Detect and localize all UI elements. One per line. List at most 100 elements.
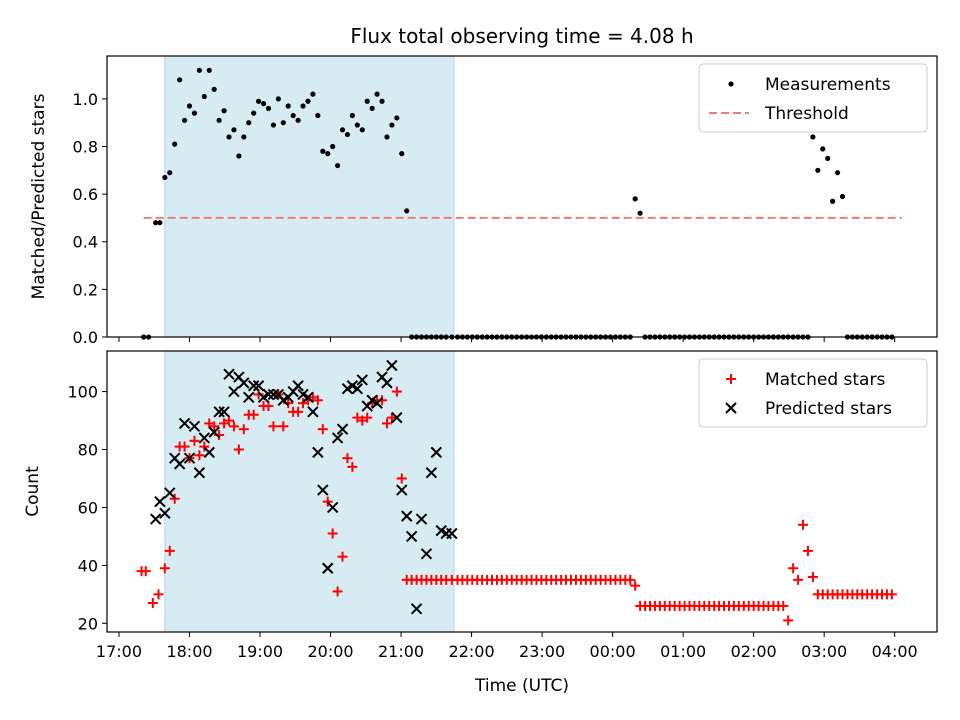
y-tick-label: 0.0 bbox=[73, 328, 98, 347]
data-point bbox=[381, 418, 392, 429]
data-point bbox=[247, 380, 260, 392]
data-point bbox=[332, 586, 343, 597]
data-point bbox=[201, 93, 207, 100]
data-point bbox=[404, 208, 410, 214]
data-point bbox=[267, 388, 280, 401]
data-point bbox=[164, 545, 175, 556]
data-point bbox=[194, 450, 205, 461]
ratio-panel: 0.0 0.2 0.4 0.6 0.8 1.0 Matched/Predicted star… bbox=[29, 55, 938, 347]
data-point bbox=[293, 406, 304, 417]
data-point bbox=[181, 117, 188, 123]
data-point bbox=[430, 446, 443, 459]
data-point bbox=[371, 397, 383, 409]
x-tick-label: 20:00 bbox=[307, 642, 353, 661]
data-point bbox=[268, 421, 279, 432]
data-point bbox=[317, 424, 328, 435]
x-tick-label: 02:00 bbox=[731, 642, 777, 661]
data-point bbox=[394, 115, 400, 121]
data-point bbox=[262, 388, 275, 401]
y-tick-label: 80 bbox=[78, 440, 98, 459]
data-point bbox=[425, 466, 438, 479]
data-point bbox=[825, 155, 831, 161]
x-tick-label: 17:00 bbox=[96, 642, 142, 661]
y-tick-label: 60 bbox=[78, 498, 98, 517]
data-point bbox=[203, 446, 215, 459]
data-point bbox=[260, 101, 267, 107]
data-point bbox=[399, 151, 405, 157]
data-point bbox=[183, 452, 196, 464]
data-point bbox=[347, 461, 358, 472]
data-point bbox=[396, 473, 407, 484]
legend-swatch bbox=[726, 374, 736, 384]
data-point bbox=[312, 395, 323, 406]
data-point bbox=[295, 117, 301, 123]
data-point bbox=[221, 108, 227, 114]
data-point bbox=[198, 432, 211, 444]
x-tick-label: 04:00 bbox=[872, 642, 918, 661]
data-point bbox=[167, 170, 173, 176]
data-point bbox=[159, 507, 171, 519]
data-point bbox=[342, 453, 353, 464]
data-point bbox=[327, 528, 338, 539]
data-point bbox=[159, 563, 170, 574]
data-point bbox=[157, 220, 163, 226]
data-point bbox=[331, 432, 344, 444]
data-point bbox=[164, 487, 176, 499]
data-point bbox=[839, 193, 846, 200]
data-point bbox=[312, 446, 324, 459]
data-point bbox=[326, 501, 339, 514]
data-point bbox=[632, 196, 638, 202]
data-point bbox=[386, 359, 398, 372]
data-point bbox=[218, 406, 230, 418]
data-point bbox=[147, 598, 158, 609]
data-point bbox=[236, 153, 242, 159]
data-point bbox=[149, 513, 162, 525]
x-tick-label: 03:00 bbox=[801, 642, 847, 661]
data-point bbox=[265, 105, 272, 111]
data-point bbox=[344, 131, 351, 138]
data-point bbox=[830, 198, 836, 204]
data-point bbox=[807, 571, 818, 582]
data-point bbox=[263, 401, 274, 412]
data-point bbox=[285, 103, 291, 109]
y-axis-label: Count bbox=[23, 466, 43, 517]
series-predicted-stars bbox=[149, 359, 458, 615]
data-point bbox=[233, 444, 244, 455]
data-point bbox=[238, 424, 249, 435]
data-point bbox=[307, 406, 319, 418]
data-point bbox=[810, 134, 816, 140]
legend-box bbox=[698, 63, 928, 133]
data-point bbox=[364, 98, 370, 104]
legend: Matched stars Predicted stars bbox=[698, 358, 928, 428]
data-point bbox=[386, 412, 397, 423]
data-point bbox=[362, 412, 373, 423]
data-point bbox=[815, 167, 821, 173]
data-point bbox=[248, 409, 259, 420]
data-point bbox=[211, 86, 217, 92]
data-point bbox=[310, 91, 316, 97]
data-point bbox=[243, 391, 255, 404]
data-point bbox=[415, 513, 428, 525]
data-point bbox=[354, 122, 360, 128]
data-point bbox=[302, 391, 314, 404]
data-point bbox=[252, 380, 265, 392]
data-point bbox=[339, 127, 346, 133]
data-point bbox=[228, 421, 239, 432]
data-point bbox=[349, 112, 356, 119]
observing-span bbox=[164, 350, 455, 633]
data-point bbox=[196, 67, 202, 73]
data-point bbox=[410, 603, 423, 615]
data-point bbox=[241, 134, 247, 140]
data-point bbox=[173, 458, 186, 470]
data-point bbox=[140, 566, 151, 577]
data-point bbox=[162, 174, 168, 181]
data-point bbox=[209, 421, 220, 432]
data-point bbox=[206, 67, 212, 73]
data-point bbox=[396, 484, 408, 496]
data-point bbox=[630, 580, 641, 591]
data-point bbox=[228, 385, 240, 398]
data-point bbox=[300, 103, 306, 109]
y-tick-label: 1.0 bbox=[73, 90, 98, 109]
data-point bbox=[798, 519, 809, 530]
